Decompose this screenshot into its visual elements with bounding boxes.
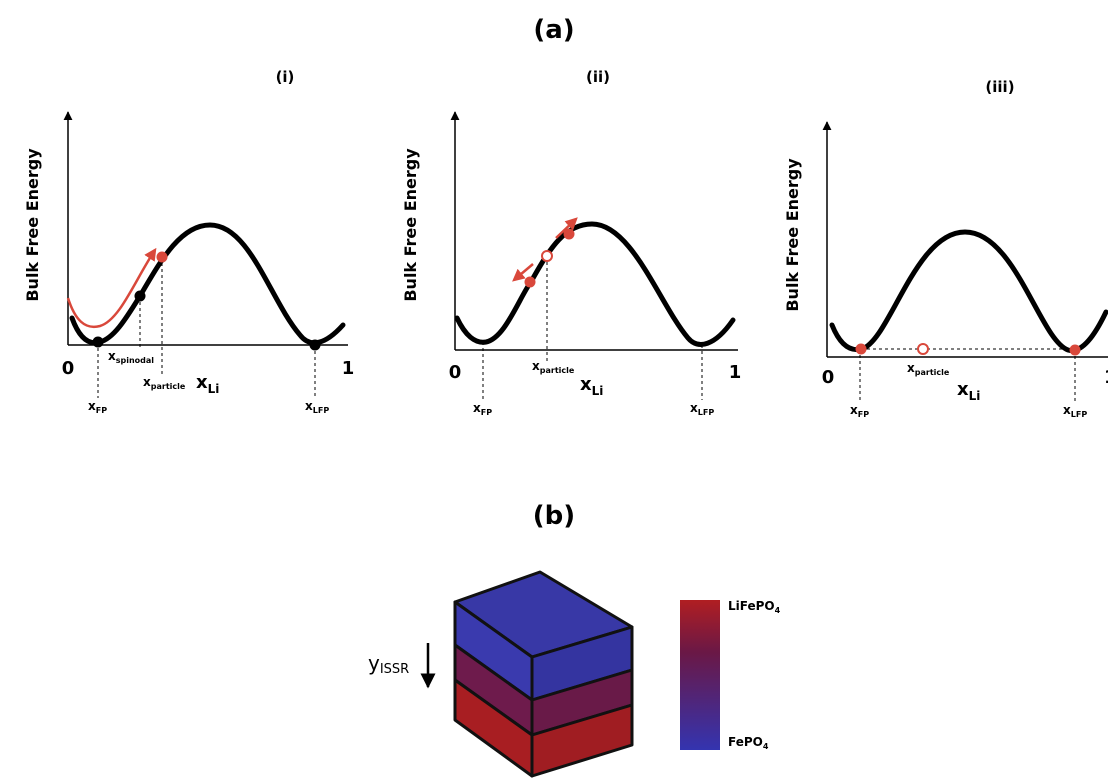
panel-label: (iii) bbox=[985, 78, 1014, 96]
colorbar-main: LiFePO bbox=[728, 599, 775, 613]
panel: (iii) Bulk Free Energy 0 1 xLi xFP xpart… bbox=[783, 78, 1108, 419]
arrow bbox=[555, 217, 578, 239]
marker-main: x bbox=[143, 375, 151, 389]
axis-end: 1 bbox=[729, 362, 742, 383]
point bbox=[309, 339, 321, 351]
y-label: Bulk Free Energy bbox=[401, 148, 420, 302]
x-label: xLi bbox=[196, 372, 219, 396]
cube bbox=[453, 570, 634, 778]
arrow bbox=[512, 263, 534, 282]
marker-main: x bbox=[532, 359, 540, 373]
axis-start: 0 bbox=[449, 362, 462, 383]
dashed-line bbox=[482, 256, 703, 400]
thickness-main: y bbox=[368, 651, 380, 675]
y-label: Bulk Free Energy bbox=[783, 158, 802, 312]
marker-label: xLFP bbox=[305, 399, 329, 415]
point bbox=[134, 290, 146, 302]
marker-sub: spinodal bbox=[116, 356, 155, 365]
point bbox=[1069, 344, 1081, 356]
colorbar-main: FePO bbox=[728, 735, 763, 749]
dashed-line bbox=[859, 348, 1076, 402]
marker-sub: LFP bbox=[698, 408, 715, 417]
marker-main: x bbox=[690, 401, 698, 415]
marker-sub: FP bbox=[96, 406, 107, 415]
point bbox=[92, 336, 104, 348]
colorbar-label: LiFePO4 bbox=[728, 599, 781, 615]
x-label-sub: Li bbox=[592, 384, 604, 398]
thickness-label: yISSR bbox=[368, 651, 409, 677]
panel-label: (ii) bbox=[586, 68, 610, 86]
x-label-main: x bbox=[196, 372, 208, 393]
marker-sub: particle bbox=[540, 366, 575, 375]
point bbox=[917, 343, 929, 355]
x-label: xLi bbox=[580, 374, 603, 398]
colorbar-sub: 4 bbox=[775, 606, 781, 615]
marker-main: x bbox=[88, 399, 96, 413]
point bbox=[541, 250, 553, 262]
point bbox=[563, 228, 575, 240]
colorbar-sub: 4 bbox=[763, 742, 769, 751]
marker-label: xparticle bbox=[143, 375, 186, 391]
colorbar-label: FePO4 bbox=[728, 735, 769, 751]
marker-label: xFP bbox=[850, 403, 869, 419]
marker-main: x bbox=[1063, 403, 1071, 417]
axis-start: 0 bbox=[822, 367, 835, 388]
marker-main: x bbox=[850, 403, 858, 417]
x-label: xLi bbox=[957, 379, 980, 403]
axis-start: 0 bbox=[62, 358, 75, 379]
thickness-sub: ISSR bbox=[380, 662, 409, 677]
energy-curve bbox=[829, 229, 1108, 353]
marker-label: xparticle bbox=[532, 359, 575, 375]
x-label-main: x bbox=[580, 374, 592, 395]
marker-sub: particle bbox=[151, 382, 186, 391]
point bbox=[855, 343, 867, 355]
energy-curve bbox=[69, 222, 346, 346]
energy-curve bbox=[454, 221, 736, 347]
panel: (i) Bulk Free Energy 0 1 xLi xFP xspinod… bbox=[23, 68, 354, 415]
panel: (ii) Bulk Free Energy 0 1 xLi xFP xparti… bbox=[401, 68, 741, 417]
panel-label: (i) bbox=[276, 68, 295, 86]
marker-label: xFP bbox=[473, 401, 492, 417]
marker-sub: LFP bbox=[1071, 410, 1088, 419]
figure-label: (a) bbox=[533, 15, 574, 45]
colorbar bbox=[680, 600, 720, 750]
figure-label: (b) bbox=[533, 501, 575, 531]
x-label-sub: Li bbox=[969, 389, 981, 403]
marker-label: xFP bbox=[88, 399, 107, 415]
marker-main: x bbox=[907, 361, 915, 375]
marker-label: xLFP bbox=[690, 401, 714, 417]
marker-main: x bbox=[305, 399, 313, 413]
marker-sub: FP bbox=[858, 410, 869, 419]
axis-end: 1 bbox=[342, 358, 355, 379]
marker-sub: LFP bbox=[313, 406, 330, 415]
arrow bbox=[66, 247, 157, 329]
x-label-sub: Li bbox=[208, 382, 220, 396]
marker-main: x bbox=[473, 401, 481, 415]
x-label-main: x bbox=[957, 379, 969, 400]
marker-sub: FP bbox=[481, 408, 492, 417]
marker-main: x bbox=[108, 349, 116, 363]
marker-sub: particle bbox=[915, 368, 950, 377]
axis-end: 1 bbox=[1104, 367, 1108, 388]
marker-label: xparticle bbox=[907, 361, 950, 377]
marker-label: xLFP bbox=[1063, 403, 1087, 419]
dashed-line bbox=[97, 257, 316, 398]
point bbox=[524, 276, 536, 288]
point bbox=[156, 251, 168, 263]
marker-label: xspinodal bbox=[108, 349, 154, 365]
y-label: Bulk Free Energy bbox=[23, 148, 42, 302]
